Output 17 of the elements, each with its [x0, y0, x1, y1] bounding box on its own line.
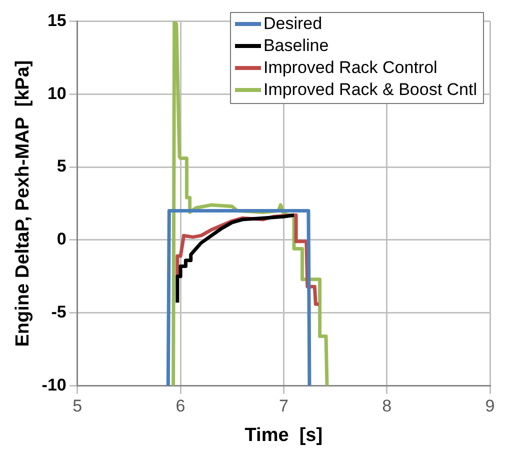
- x-tick-label: 7: [278, 396, 288, 416]
- legend-label: Baseline: [263, 35, 329, 57]
- legend-label: Improved Rack & Boost Cntl: [263, 79, 477, 101]
- y-tick-label: 5: [56, 156, 66, 176]
- x-tick-label: 8: [382, 396, 392, 416]
- y-tick-label: 15: [47, 10, 66, 30]
- y-tick-label: 0: [56, 230, 66, 249]
- y-tick-label: -5: [51, 302, 66, 322]
- legend-label: Improved Rack Control: [263, 57, 438, 79]
- x-tick-label: 6: [176, 396, 186, 416]
- x-tick-label: 5: [72, 396, 82, 416]
- y-tick-label: 10: [47, 84, 66, 103]
- legend-label: Desired: [263, 13, 322, 35]
- y-axis-title: Engine DeltaP, Pexh-MAP [kPa]: [12, 60, 34, 347]
- y-tick-label: -10: [42, 375, 66, 394]
- x-tick-label: 9: [485, 396, 495, 416]
- x-axis-title: Time [s]: [244, 424, 323, 446]
